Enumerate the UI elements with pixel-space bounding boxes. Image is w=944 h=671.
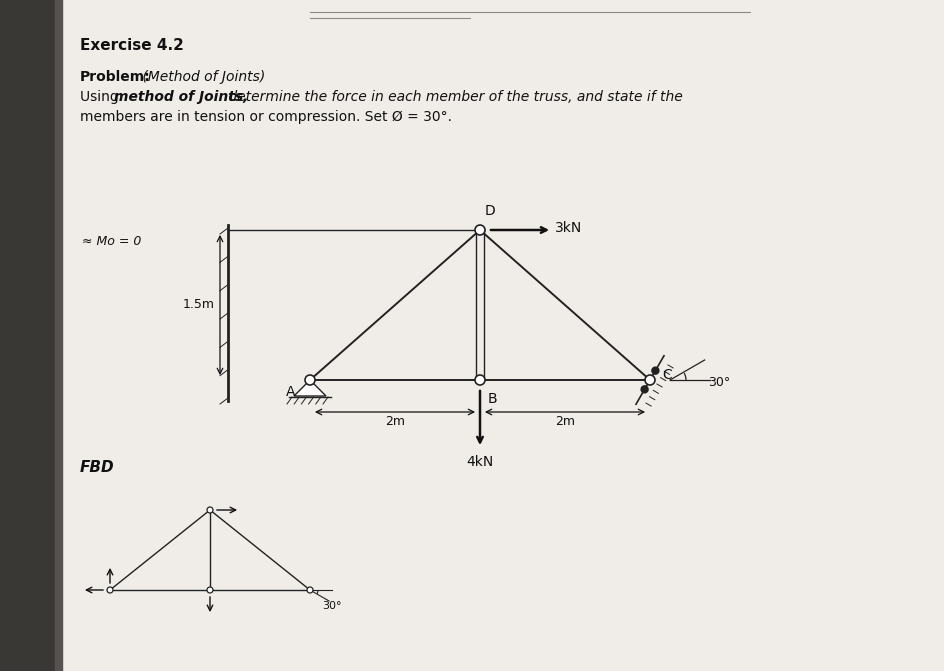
Text: C: C: [662, 368, 671, 382]
Text: B: B: [487, 392, 497, 406]
Circle shape: [207, 587, 212, 593]
Text: (Method of Joints): (Method of Joints): [138, 70, 265, 84]
Circle shape: [207, 507, 212, 513]
Circle shape: [646, 376, 653, 384]
Text: 30°: 30°: [322, 601, 341, 611]
Text: 3kN: 3kN: [554, 221, 582, 235]
Text: Exercise 4.2: Exercise 4.2: [80, 38, 184, 53]
Text: Problem:: Problem:: [80, 70, 150, 84]
Text: 1.5m: 1.5m: [183, 299, 215, 311]
Circle shape: [640, 386, 648, 393]
Circle shape: [107, 587, 113, 593]
Text: 2m: 2m: [554, 415, 574, 428]
Text: FBD: FBD: [80, 460, 114, 475]
FancyBboxPatch shape: [62, 0, 944, 671]
Circle shape: [651, 367, 658, 374]
Text: method of Joints,: method of Joints,: [114, 90, 248, 104]
Text: Using: Using: [80, 90, 123, 104]
Text: ≈ Mo = 0: ≈ Mo = 0: [82, 235, 142, 248]
Text: D: D: [484, 204, 496, 218]
Text: determine the force in each member of the truss, and state if the: determine the force in each member of th…: [224, 90, 682, 104]
Circle shape: [307, 587, 312, 593]
Polygon shape: [294, 380, 326, 396]
Text: A: A: [285, 385, 295, 399]
Text: 2m: 2m: [384, 415, 405, 428]
Text: 4kN: 4kN: [466, 455, 493, 469]
Circle shape: [475, 375, 484, 385]
Circle shape: [645, 375, 654, 385]
Text: 30°: 30°: [707, 376, 730, 389]
Circle shape: [305, 375, 314, 385]
Circle shape: [475, 225, 484, 235]
Text: members are in tension or compression. Set Ø = 30°.: members are in tension or compression. S…: [80, 110, 451, 124]
